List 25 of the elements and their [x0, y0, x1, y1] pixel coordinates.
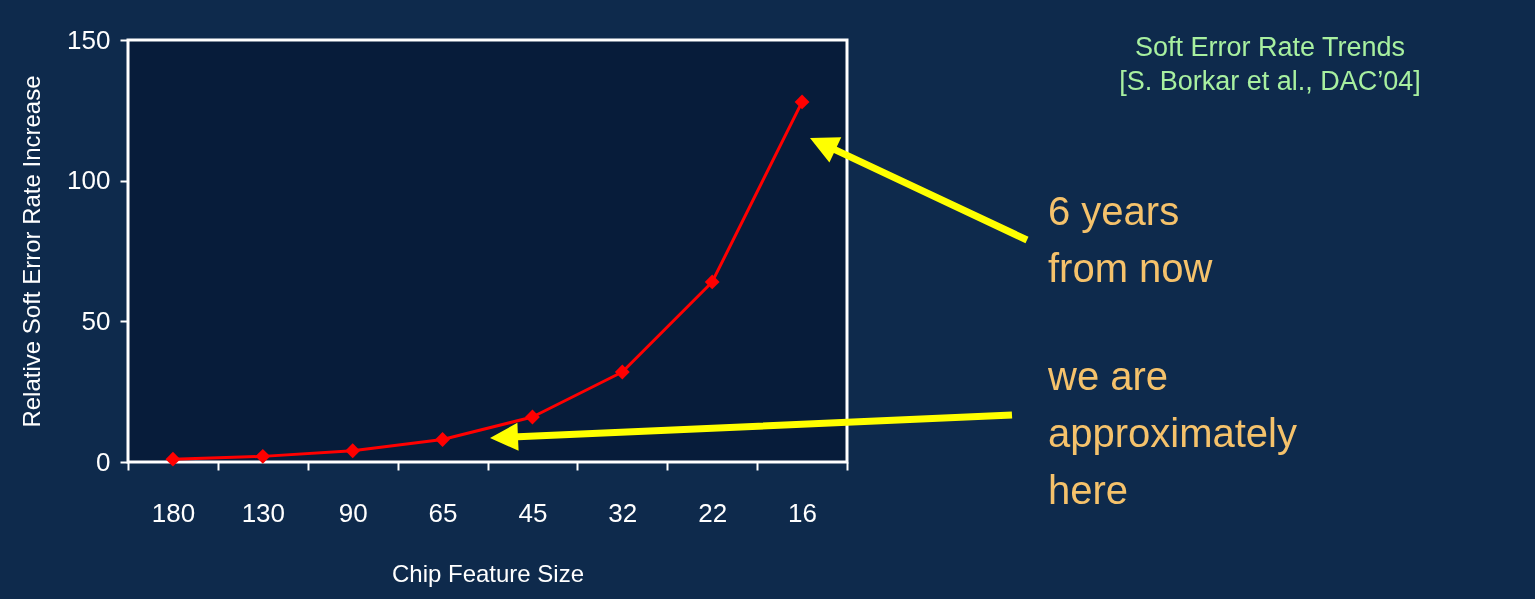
point	[704, 274, 720, 290]
point	[255, 448, 271, 464]
y-tick-label: 50	[81, 305, 111, 336]
text: [S. Borkar et al., DAC’04]	[1119, 66, 1421, 96]
text: we are approximately here	[1047, 354, 1298, 512]
x-tick-label: 130	[241, 497, 286, 528]
x-tick-label: 45	[518, 497, 548, 528]
x-tick-label: 65	[428, 497, 458, 528]
x-tick-label: 16	[788, 497, 818, 528]
point	[614, 364, 630, 380]
text: 6 years from now	[1048, 189, 1213, 290]
x-tick-label: 90	[338, 497, 368, 528]
text: Soft Error Rate Trends	[1134, 32, 1406, 62]
x-tick-label: 180	[151, 497, 196, 528]
x-tick-label: 22	[698, 497, 728, 528]
point	[794, 94, 810, 110]
point	[345, 443, 361, 459]
x-axis-title: Chip Feature Size	[391, 559, 585, 587]
point	[165, 451, 181, 467]
x-tick-label: 32	[608, 497, 638, 528]
y-axis-title: Relative Soft Error Rate Increase	[18, 75, 46, 428]
y-tick-label: 0	[96, 446, 111, 477]
point	[435, 432, 450, 447]
y-tick-label: 100	[67, 165, 111, 196]
y-tick-label: 150	[67, 24, 111, 55]
